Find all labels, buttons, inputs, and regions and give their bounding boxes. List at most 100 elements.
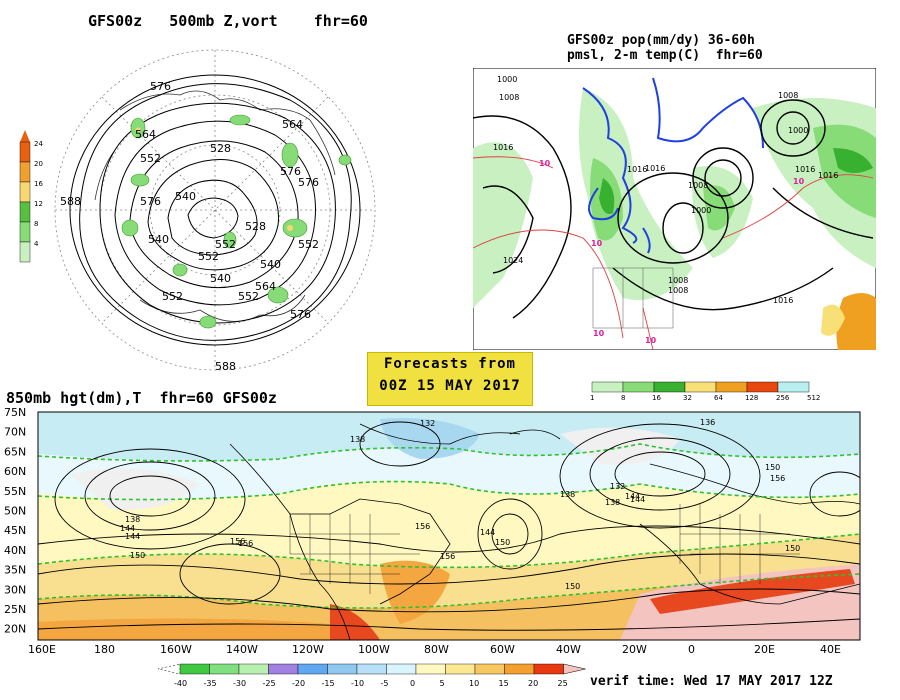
colorbar-tick: -15: [322, 679, 335, 688]
precip-contour: [642, 227, 651, 254]
colorbar-tick: 0: [410, 679, 415, 688]
lon-label: 60W: [490, 643, 515, 656]
height-contour: [38, 525, 860, 553]
lat-label: 35N: [4, 564, 26, 577]
colorbar-arrow: [563, 663, 586, 675]
colorbar-swatch: [19, 221, 31, 243]
height-label: 150: [130, 551, 145, 560]
height-contour: [99, 102, 336, 324]
isobar: [612, 267, 834, 311]
colorbar-swatch: [504, 663, 535, 675]
panel-850mb-map: 75N 70N 65N 60N 55N 50N 45N 40N 35N 30N 25N 20N 160…: [4, 406, 861, 688]
height-label: 132: [420, 419, 435, 428]
colorbar-swatch: [19, 201, 31, 223]
colorbar-swatch: [386, 663, 417, 675]
height-contour: [167, 179, 258, 256]
colorbar-tick: 12: [34, 200, 43, 208]
isotherm: [38, 480, 860, 501]
height-contour: [54, 448, 246, 550]
height-label: 150: [495, 538, 510, 547]
precip-area: [836, 293, 876, 350]
panel-pmsl-colorbar: 1 8 16 32 64 128 256 512: [590, 381, 820, 402]
height-label: 150: [565, 582, 580, 591]
lat-label: 65N: [4, 445, 26, 458]
colorbar-swatch: [297, 663, 328, 675]
temp-contour: [642, 307, 654, 350]
colorbar-tick: -30: [233, 679, 246, 688]
pressure-label: 1016: [773, 296, 793, 305]
colorbar-swatch: [715, 381, 748, 393]
colorbar-swatch: [445, 663, 476, 675]
colorbar-arrow: [20, 130, 30, 142]
temp-label: 10: [591, 239, 603, 248]
contour-label: 552: [198, 250, 219, 263]
lat-label: 55N: [4, 485, 26, 498]
contour-label: 576: [290, 308, 311, 321]
height-label: 144: [480, 528, 495, 537]
temp-contour: [473, 156, 554, 169]
colorbar-tick: 256: [776, 394, 790, 402]
lat-label: 30N: [4, 583, 26, 596]
colorbar-tick: 1: [590, 394, 594, 402]
temp-label: 10: [593, 329, 605, 338]
colorbar-swatch: [684, 381, 717, 393]
lon-label: 140W: [226, 643, 258, 656]
colorbar-tick: 20: [34, 160, 43, 168]
height-contour: [589, 437, 731, 511]
lon-label: 100W: [358, 643, 390, 656]
height-contour: [491, 513, 529, 555]
isobar: [692, 147, 754, 209]
height-label: 150: [765, 463, 780, 472]
height-label: 156: [415, 522, 430, 531]
isotherm: [38, 573, 860, 609]
coastline: [119, 90, 336, 176]
pressure-label: 1000: [788, 126, 808, 135]
precip-contour: [582, 87, 638, 244]
contour-label: 552: [215, 238, 236, 251]
height-contour: [559, 423, 761, 529]
lon-label: 20W: [622, 643, 647, 656]
vort-blob: [223, 231, 237, 249]
colorbar-swatch: [179, 663, 210, 675]
colorbar-arrow: [157, 663, 181, 675]
pressure-label: 1008: [668, 276, 688, 285]
pressure-label: 1016: [795, 165, 815, 174]
panel-850mb-title: 850mb hgt(dm),T fhr=60 GFS00z: [6, 389, 277, 407]
pressure-label: 1024: [503, 256, 523, 265]
colorbar-tick: -35: [204, 679, 217, 688]
coastline: [649, 463, 860, 505]
temp-label: 10: [645, 336, 657, 345]
forecast-banner-line2: 00Z 15 MAY 2017: [379, 378, 521, 394]
temp-label: 10: [793, 177, 805, 186]
colorbar-tick: 8: [621, 394, 625, 402]
lon-label: 120W: [292, 643, 324, 656]
isotherm: [38, 533, 860, 569]
precip-area: [813, 124, 876, 218]
colorbar-swatch: [415, 663, 446, 675]
colorbar-swatch: [653, 381, 686, 393]
vort-blob: [172, 263, 188, 277]
meridian-line: [101, 96, 329, 324]
temp-label: 10: [539, 159, 551, 168]
height-contour: [614, 451, 706, 497]
temp-contour: [722, 174, 874, 239]
height-contour: [38, 618, 860, 631]
contour-label: 552: [298, 238, 319, 251]
panel-500mb-colorbar: 24 20 16 12 8 4: [19, 130, 43, 263]
panel-pmsl-title-1: GFS00z pop(mm/dy) 36-60h: [567, 33, 755, 48]
colorbar-tick: 8: [34, 220, 38, 228]
colorbar-swatch: [327, 663, 358, 675]
temp-contour: [473, 229, 624, 339]
precip-area: [579, 88, 693, 300]
isobar: [473, 115, 572, 319]
colorbar-swatch: [19, 141, 31, 163]
panel-pmsl-map: 1000100810161016100810001008101610241016…: [473, 68, 876, 350]
height-label: 138: [350, 435, 365, 444]
colorbar-tick: -10: [351, 679, 364, 688]
colorbar-tick: 24: [34, 140, 43, 148]
height-label: 138: [560, 490, 575, 499]
coastline: [94, 149, 116, 201]
vort-core: [135, 127, 141, 133]
precip-contour: [652, 77, 764, 149]
height-contour: [359, 421, 441, 467]
